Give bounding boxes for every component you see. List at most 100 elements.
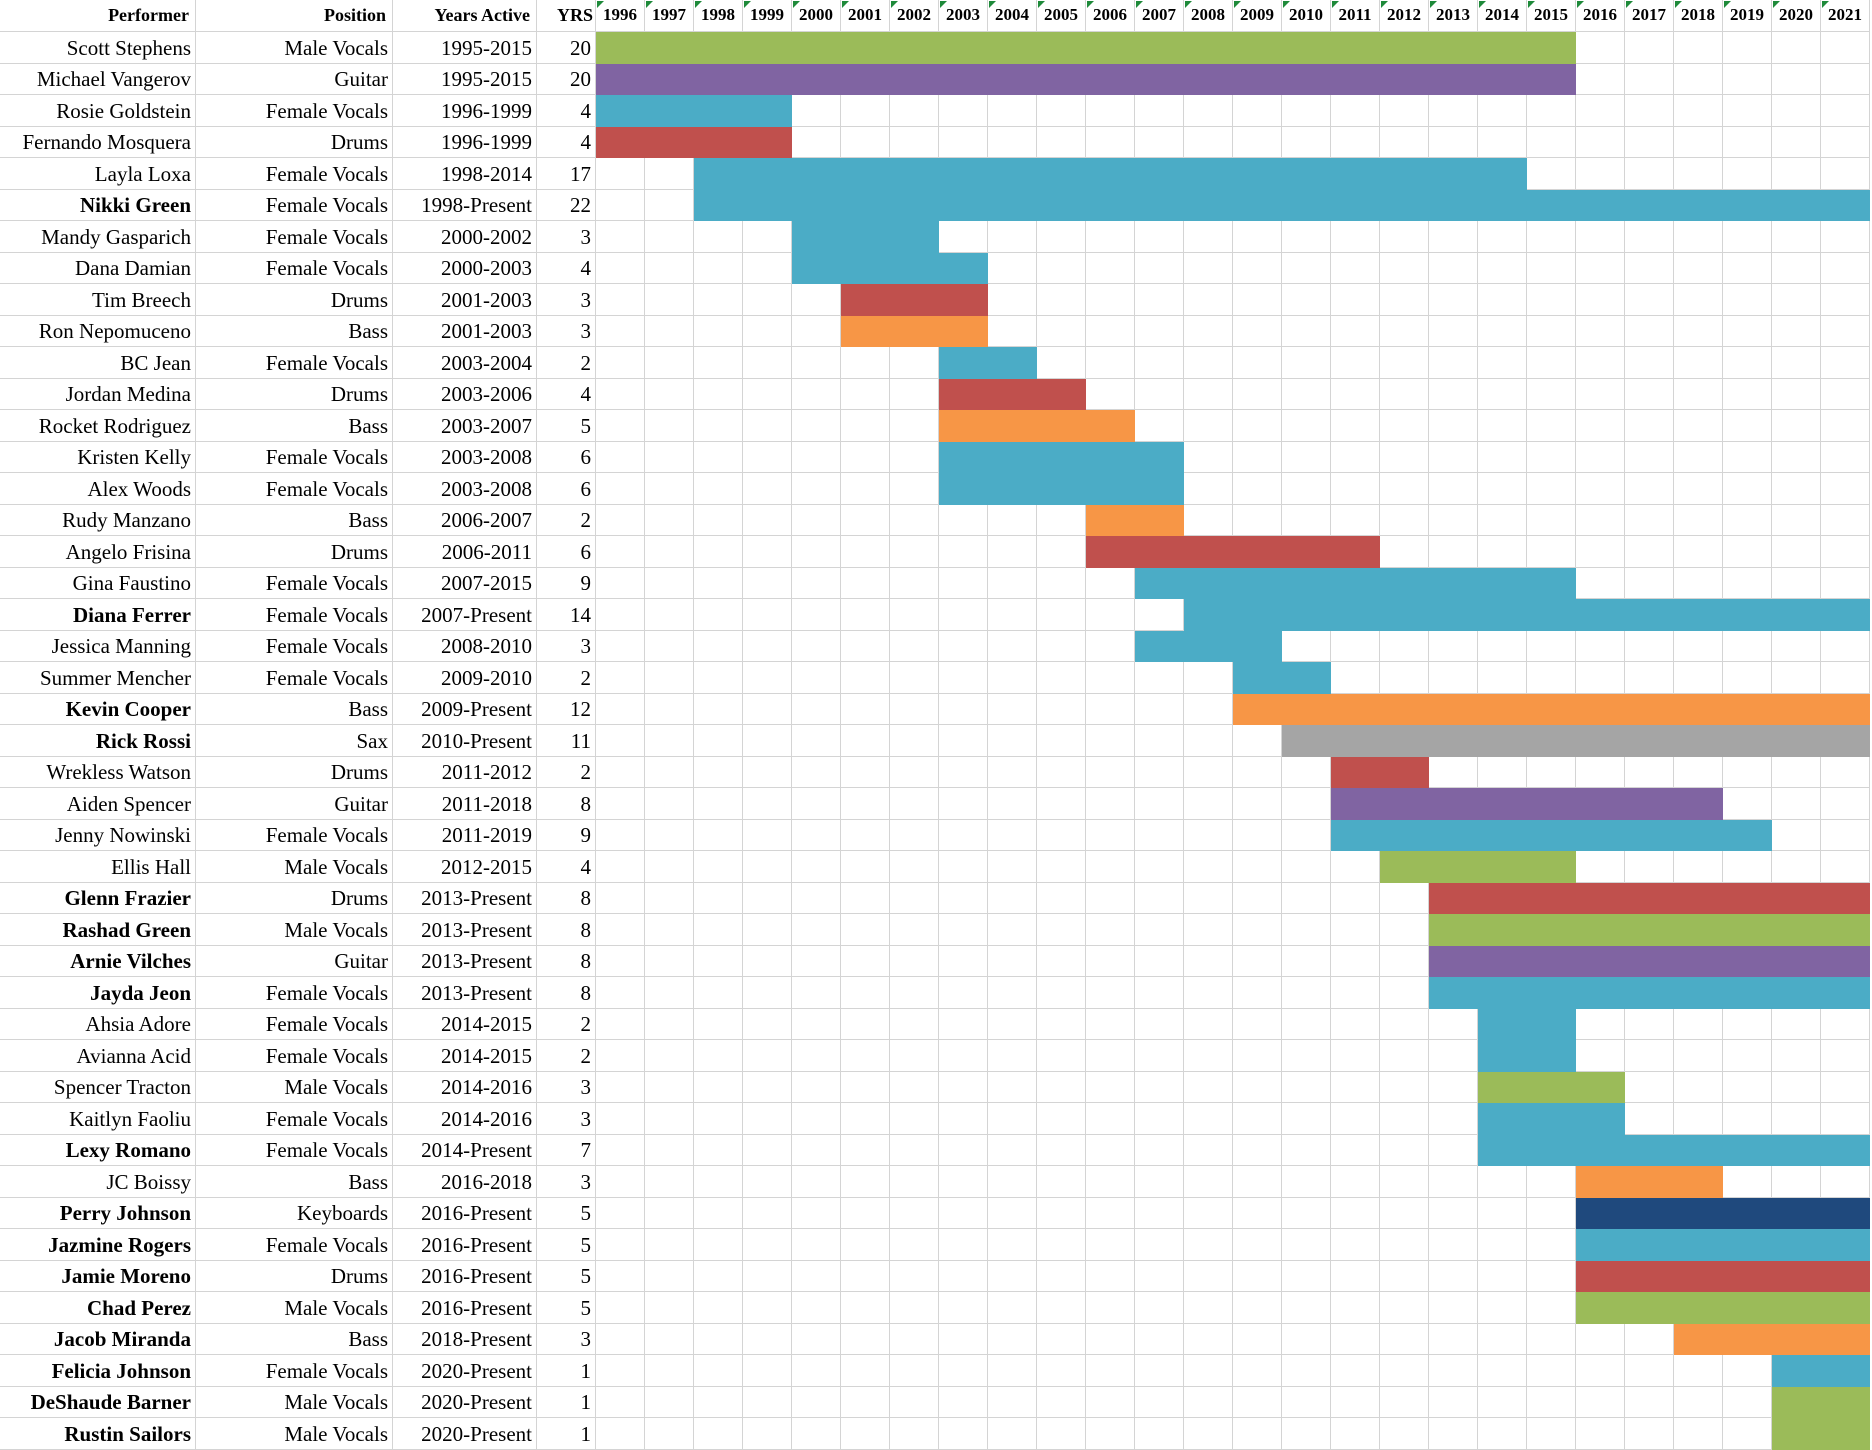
position-cell[interactable]: Female Vocals [196, 190, 393, 221]
timeline-cell[interactable] [1184, 851, 1233, 883]
timeline-cell[interactable] [841, 977, 890, 1009]
timeline-cell[interactable] [645, 788, 694, 820]
timeline-cell[interactable] [694, 1355, 743, 1387]
timeline-cell[interactable] [1184, 127, 1233, 158]
timeline-cell[interactable] [1331, 1229, 1380, 1261]
timeline-cell[interactable] [1380, 1166, 1429, 1198]
timeline-cell[interactable] [1037, 1418, 1086, 1450]
timeline-cell[interactable] [1821, 1166, 1870, 1198]
timeline-cell[interactable] [841, 946, 890, 977]
timeline-cell[interactable] [1135, 851, 1184, 883]
timeline-cell[interactable] [1184, 473, 1233, 505]
timeline-cell[interactable] [1282, 820, 1331, 851]
timeline-cell[interactable] [1282, 1009, 1331, 1040]
timeline-cell[interactable] [1282, 631, 1331, 662]
timeline-cell[interactable] [1331, 284, 1380, 316]
timeline-cell[interactable] [1037, 1166, 1086, 1198]
timeline-cell[interactable] [841, 1261, 890, 1292]
timeline-cell[interactable] [1723, 95, 1772, 127]
position-cell[interactable]: Drums [196, 883, 393, 914]
timeline-cell[interactable] [596, 946, 645, 977]
timeline-cell[interactable] [1037, 757, 1086, 788]
position-cell[interactable]: Bass [196, 1324, 393, 1355]
timeline-cell[interactable] [1821, 1009, 1870, 1040]
timeline-cell[interactable] [1625, 568, 1674, 599]
timeline-cell[interactable] [1233, 1387, 1282, 1418]
timeline-cell[interactable] [890, 631, 939, 662]
timeline-cell[interactable] [1331, 1292, 1380, 1324]
timeline-cell[interactable] [596, 1009, 645, 1040]
timeline-cell[interactable] [792, 410, 841, 442]
timeline-cell[interactable] [1184, 316, 1233, 347]
years-active-cell[interactable]: 2014-2016 [393, 1103, 537, 1135]
timeline-cell[interactable] [596, 1198, 645, 1229]
timeline-cell[interactable] [743, 410, 792, 442]
timeline-cell[interactable] [1772, 536, 1821, 568]
timeline-cell[interactable] [1331, 1387, 1380, 1418]
timeline-cell[interactable] [1772, 347, 1821, 379]
timeline-cell[interactable] [1576, 473, 1625, 505]
timeline-cell[interactable] [1086, 1229, 1135, 1261]
timeline-cell[interactable] [1331, 1324, 1380, 1355]
timeline-cell[interactable] [1037, 662, 1086, 694]
timeline-cell[interactable] [1037, 631, 1086, 662]
timeline-cell[interactable] [1331, 977, 1380, 1009]
years-active-cell[interactable]: 1996-1999 [393, 127, 537, 158]
timeline-cell[interactable] [1429, 1072, 1478, 1103]
years-active-cell[interactable]: 1995-2015 [393, 32, 537, 64]
timeline-cell[interactable] [792, 95, 841, 127]
timeline-cell[interactable] [743, 725, 792, 757]
timeline-cell[interactable] [1772, 1166, 1821, 1198]
timeline-cell[interactable] [1576, 1355, 1625, 1387]
performer-cell[interactable]: Diana Ferrer [0, 599, 196, 631]
timeline-cell[interactable] [988, 725, 1037, 757]
timeline-cell[interactable] [645, 1009, 694, 1040]
timeline-cell[interactable] [1331, 914, 1380, 946]
timeline-cell[interactable] [1625, 851, 1674, 883]
timeline-cell[interactable] [988, 788, 1037, 820]
years-active-cell[interactable]: 2014-2015 [393, 1009, 537, 1040]
timeline-cell[interactable] [1674, 1418, 1723, 1450]
timeline-cell[interactable] [1429, 379, 1478, 410]
timeline-cell[interactable] [988, 568, 1037, 599]
timeline-cell[interactable] [890, 1009, 939, 1040]
position-cell[interactable]: Drums [196, 757, 393, 788]
timeline-cell[interactable] [1037, 1009, 1086, 1040]
timeline-cell[interactable] [1331, 473, 1380, 505]
timeline-cell[interactable] [1674, 1103, 1723, 1135]
timeline-cell[interactable] [988, 1072, 1037, 1103]
timeline-cell[interactable] [1478, 473, 1527, 505]
timeline-cell[interactable] [1527, 1292, 1576, 1324]
timeline-cell[interactable] [890, 1229, 939, 1261]
timeline-cell[interactable] [1429, 95, 1478, 127]
timeline-cell[interactable] [1821, 662, 1870, 694]
timeline-cell[interactable] [645, 316, 694, 347]
timeline-cell[interactable] [1527, 473, 1576, 505]
timeline-cell[interactable] [1282, 1324, 1331, 1355]
header-year-1997[interactable]: 1997 [645, 0, 694, 32]
yrs-cell[interactable]: 1 [537, 1355, 596, 1387]
timeline-cell[interactable] [988, 127, 1037, 158]
header-year-2021[interactable]: 2021 [1821, 0, 1870, 32]
timeline-cell[interactable] [1282, 1103, 1331, 1135]
timeline-cell[interactable] [645, 347, 694, 379]
timeline-cell[interactable] [1282, 253, 1331, 284]
timeline-cell[interactable] [694, 284, 743, 316]
timeline-cell[interactable] [1821, 253, 1870, 284]
timeline-cell[interactable] [792, 1355, 841, 1387]
timeline-cell[interactable] [1233, 1040, 1282, 1072]
timeline-cell[interactable] [1233, 1261, 1282, 1292]
timeline-cell[interactable] [1086, 221, 1135, 253]
timeline-cell[interactable] [1233, 977, 1282, 1009]
timeline-cell[interactable] [1478, 316, 1527, 347]
timeline-cell[interactable] [1380, 127, 1429, 158]
timeline-cell[interactable] [1723, 851, 1772, 883]
timeline-cell[interactable] [596, 473, 645, 505]
timeline-cell[interactable] [645, 1040, 694, 1072]
timeline-cell[interactable] [694, 883, 743, 914]
performer-cell[interactable]: Jessica Manning [0, 631, 196, 662]
timeline-cell[interactable] [1282, 95, 1331, 127]
timeline-cell[interactable] [1184, 725, 1233, 757]
timeline-cell[interactable] [645, 1135, 694, 1166]
timeline-cell[interactable] [1380, 1229, 1429, 1261]
